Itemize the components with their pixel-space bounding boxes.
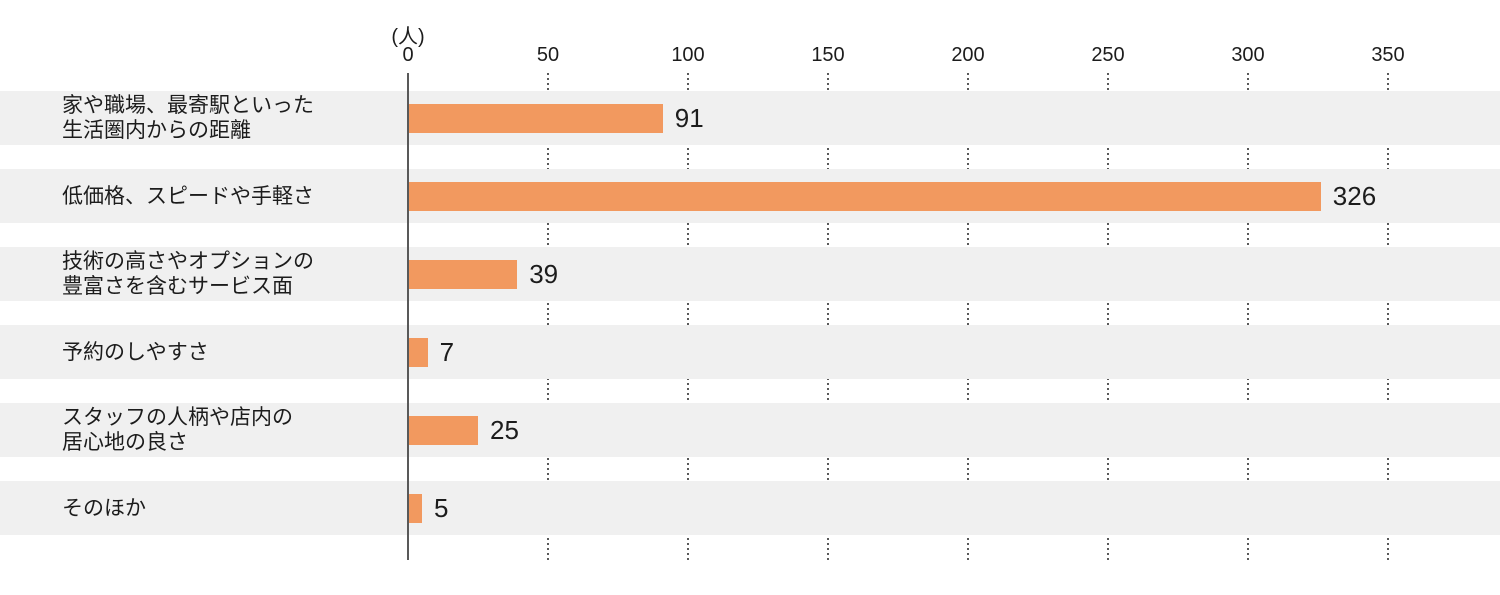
category-label-line: 低価格、スピードや手軽さ	[62, 184, 314, 208]
row-band	[0, 325, 1500, 379]
x-axis-tick-label: 300	[1231, 44, 1265, 66]
category-label-line: 豊富さを含むサービス面	[62, 275, 293, 298]
value-label: 5	[434, 492, 449, 523]
category-label-line: 予約のしやすさ	[62, 340, 209, 364]
category-label: スタッフの人柄や店内の 居心地の良さ	[62, 403, 293, 457]
category-label: 家や職場、最寄駅といった 生活圏内からの距離	[62, 91, 314, 145]
value-label: 25	[490, 414, 519, 445]
row-band	[0, 91, 1500, 145]
category-label-line: 技術の高さやオプションの	[62, 250, 314, 273]
value-label: 326	[1332, 180, 1377, 211]
x-axis-tick-label: 0	[402, 44, 414, 66]
category-label-line: 生活圏内からの距離	[62, 119, 251, 142]
dotted-gridline	[827, 73, 829, 560]
category-label-line: スタッフの人柄や店内の	[62, 406, 293, 429]
x-axis-tick-label: 250	[1091, 44, 1125, 66]
value-label: 39	[529, 258, 559, 289]
row-band	[0, 247, 1500, 301]
category-label: 技術の高さやオプションの 豊富さを含むサービス面	[62, 247, 314, 301]
dotted-gridline	[1387, 73, 1389, 560]
bar	[408, 259, 518, 289]
row-band	[0, 481, 1500, 535]
axis-unit-label: (人)	[391, 26, 425, 48]
bar	[408, 493, 422, 523]
category-label-line: 居心地の良さ	[62, 431, 188, 454]
row-band	[0, 403, 1500, 457]
y-axis-line	[407, 73, 409, 560]
category-label: 低価格、スピードや手軽さ	[62, 169, 314, 223]
bar	[408, 337, 428, 367]
dotted-gridline	[547, 73, 549, 560]
x-axis-tick-label: 350	[1371, 44, 1405, 66]
category-label: そのほか	[62, 481, 146, 535]
bar	[408, 181, 1321, 211]
x-axis-tick-label: 100	[671, 44, 705, 66]
value-label: 91	[674, 102, 704, 133]
bar	[408, 103, 663, 133]
category-label-line: そのほか	[62, 496, 146, 520]
x-axis-tick-label: 200	[951, 44, 985, 66]
bar	[408, 415, 478, 445]
x-axis-tick-label: 50	[536, 44, 560, 66]
dotted-gridline	[687, 73, 689, 560]
dotted-gridline	[1247, 73, 1249, 560]
category-label-line: 家や職場、最寄駅といった	[62, 94, 314, 117]
dotted-gridline	[1107, 73, 1109, 560]
category-label: 予約のしやすさ	[62, 325, 209, 379]
x-axis-tick-label: 150	[811, 44, 845, 66]
value-label: 7	[439, 336, 455, 367]
dotted-gridline	[967, 73, 969, 560]
